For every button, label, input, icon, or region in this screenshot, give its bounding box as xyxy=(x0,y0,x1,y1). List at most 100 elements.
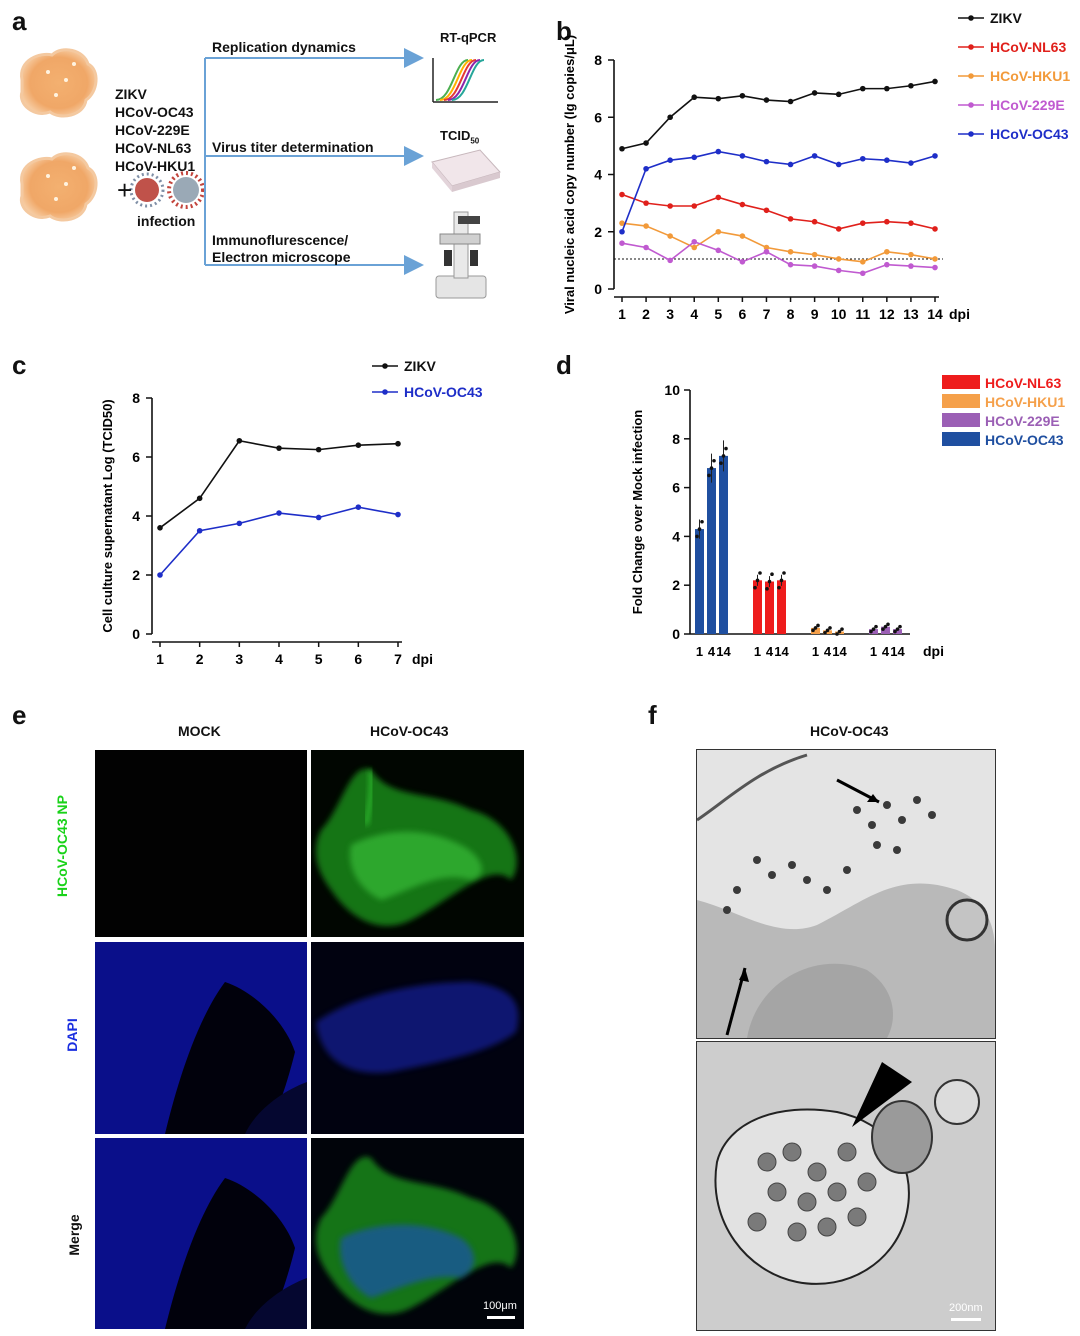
data-point xyxy=(157,525,163,531)
assay-titer: Virus titer determination xyxy=(212,139,374,155)
replicate-dot xyxy=(724,446,728,451)
data-point xyxy=(691,238,698,245)
replicate-dot xyxy=(823,630,827,635)
em-title: HCoV-OC43 xyxy=(810,723,889,739)
x-tick-label: 4 xyxy=(882,644,890,659)
data-point xyxy=(884,85,890,92)
x-tick-label: 13 xyxy=(903,306,919,322)
replicate-dot xyxy=(874,624,878,629)
replicate-dot xyxy=(777,585,781,590)
legend-marker xyxy=(968,44,974,50)
bar xyxy=(881,626,890,634)
data-point xyxy=(763,244,770,251)
data-point xyxy=(811,263,818,269)
replicate-dot xyxy=(895,627,900,631)
data-point xyxy=(835,256,842,262)
legend-marker xyxy=(968,102,974,108)
if-mock-merge xyxy=(95,1138,307,1329)
data-point xyxy=(276,445,282,451)
merge-mock-image xyxy=(165,1178,307,1329)
coronavirus-icon xyxy=(167,171,205,209)
data-point xyxy=(667,233,673,239)
x-tick-label: 14 xyxy=(890,644,905,659)
em-scale-bar-label: 200nm xyxy=(949,1302,983,1314)
data-point xyxy=(763,207,770,214)
replicate-dot xyxy=(837,629,842,634)
data-point xyxy=(763,158,770,165)
y-tick-label: 6 xyxy=(594,109,602,125)
data-point xyxy=(787,261,794,268)
y-axis-label: Viral nucleic acid copy number (lg copie… xyxy=(562,35,577,314)
data-point xyxy=(739,153,746,159)
data-point xyxy=(667,157,673,163)
x-tick-label: 1 xyxy=(812,644,819,659)
rtqpcr-label: RT-qPCR xyxy=(440,30,497,45)
replicate-dot xyxy=(779,578,784,583)
x-tick-label: 7 xyxy=(763,306,771,322)
x-tick-label: 4 xyxy=(824,644,832,659)
replicate-dot xyxy=(898,624,902,629)
panel-b-letter: b xyxy=(556,16,572,46)
data-point xyxy=(395,440,401,447)
data-point xyxy=(932,226,938,232)
data-point xyxy=(196,527,203,534)
y-tick-label: 4 xyxy=(132,508,140,524)
dapi-oc43-image xyxy=(316,982,519,1073)
x-tick-label: 3 xyxy=(235,651,243,667)
x-tick-label: 5 xyxy=(714,306,722,322)
x-tick-label: 4 xyxy=(766,644,774,659)
assay-replication: Replication dynamics xyxy=(212,39,356,55)
data-point xyxy=(859,155,866,162)
replicate-dot xyxy=(840,627,844,631)
data-point xyxy=(355,504,362,510)
replicate-dot xyxy=(813,626,818,630)
y-tick-label: 0 xyxy=(594,281,602,297)
bar xyxy=(777,580,786,634)
data-point xyxy=(835,226,842,232)
replicate-dot xyxy=(709,466,714,470)
replicate-dot xyxy=(883,624,888,629)
replicate-dot xyxy=(869,629,873,634)
assay-em: Electron microscope xyxy=(212,249,351,265)
data-point xyxy=(691,244,698,251)
data-point xyxy=(619,228,625,235)
if-oc43-dapi xyxy=(311,942,524,1134)
data-point xyxy=(787,248,794,255)
data-point xyxy=(619,220,625,226)
replicate-dot xyxy=(712,458,716,463)
x-tick-label: 1 xyxy=(156,651,164,667)
row-np-text: HCoV-OC43 NP xyxy=(54,795,70,897)
data-point xyxy=(932,153,938,159)
legend-entry: HCoV-NL63 xyxy=(990,39,1066,55)
series-line xyxy=(621,222,936,263)
x-tick-label: 9 xyxy=(811,306,819,322)
replicate-dot xyxy=(770,572,774,577)
data-point xyxy=(859,85,866,92)
virus-list: ZIKV HCoV-OC43 HCoV-229E HCoV-NL63 HCoV-… xyxy=(115,85,195,175)
data-point xyxy=(835,91,842,98)
x-tick-label: 10 xyxy=(831,306,847,322)
replicate-dot xyxy=(811,628,815,633)
legend-entry: HCoV-229E xyxy=(990,97,1065,113)
x-tick-label: 4 xyxy=(275,651,283,667)
virus-229e: HCoV-229E xyxy=(115,122,190,138)
data-point xyxy=(715,194,722,201)
x-axis-label: dpi xyxy=(949,306,970,322)
data-point xyxy=(315,446,322,453)
assay-if: Immunoflurescence/ xyxy=(212,232,349,248)
em-bottom-image xyxy=(697,1042,995,1330)
legend-entry: ZIKV xyxy=(990,10,1023,26)
x-tick-label: 2 xyxy=(642,306,650,322)
x-tick-label: 3 xyxy=(666,306,674,322)
virus-nl63: HCoV-NL63 xyxy=(115,140,192,156)
data-point xyxy=(619,191,625,198)
legend-marker xyxy=(382,363,388,369)
data-point xyxy=(643,223,649,229)
replicate-dot xyxy=(816,623,820,628)
data-point xyxy=(715,95,722,102)
row-dapi-label: DAPI xyxy=(64,1018,80,1051)
y-tick-label: 6 xyxy=(132,449,140,465)
col-oc43-label: HCoV-OC43 xyxy=(370,723,449,739)
